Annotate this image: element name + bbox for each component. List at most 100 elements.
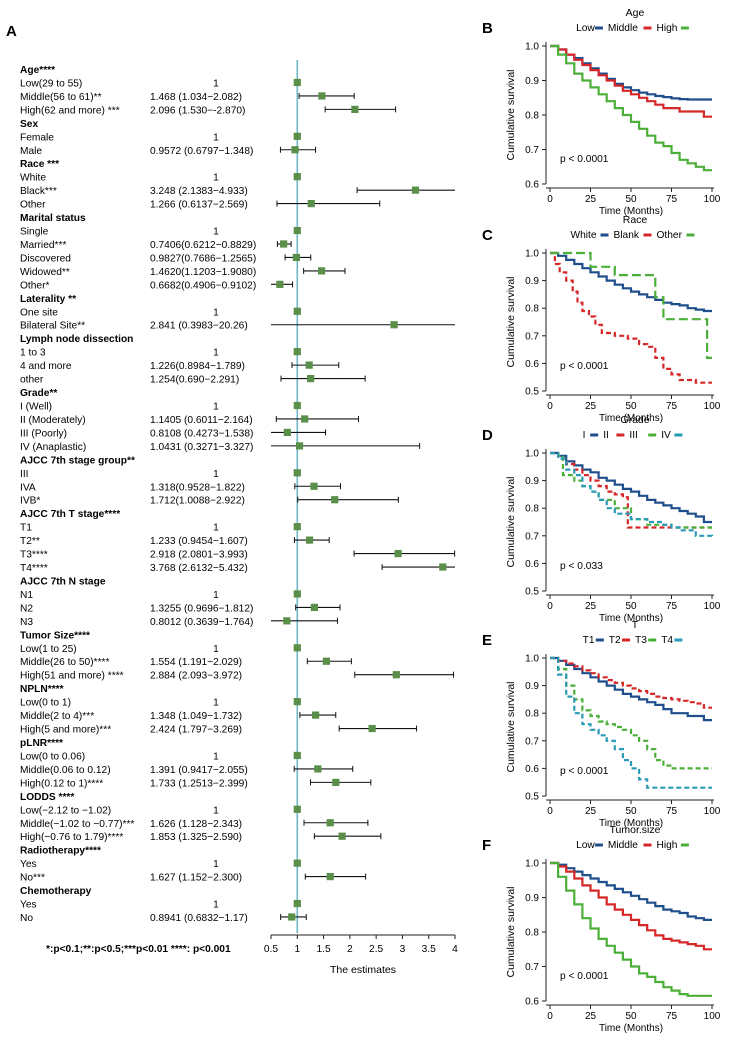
- y-tick-label: 0.6: [525, 180, 539, 191]
- estimate-marker: [311, 711, 320, 719]
- row-header: Age****: [20, 65, 55, 76]
- x-tick-label: 1: [294, 944, 300, 955]
- estimate-marker: [307, 374, 315, 383]
- x-tick-label: 2.5: [369, 944, 383, 955]
- legend-label: White: [571, 230, 597, 241]
- x-tick-label: 0: [547, 1011, 553, 1022]
- estimate-marker: [307, 200, 315, 208]
- y-tick-label: 0.9: [525, 276, 539, 287]
- y-tick-label: 0.8: [525, 928, 539, 939]
- row-label: 1 to 3: [20, 348, 46, 359]
- row-label: High(5 and more)***: [20, 725, 111, 736]
- row-label: II (Moderately): [20, 415, 86, 426]
- km-panel-b: B Age Low Middle High 0.6 0.7 0.8 0.9 1.0 0 25 50 75 1…: [482, 7, 721, 217]
- x-axis-title: Time (Months): [599, 206, 663, 217]
- survival-curve-white: [550, 251, 712, 313]
- forest-plot: A Age**** Low(29 to 55) 1 Middle(56 to 61)**…: [6, 23, 458, 976]
- row-label: Discovered: [20, 253, 71, 264]
- panel-label: D: [482, 427, 493, 444]
- legend-label: II: [603, 430, 609, 441]
- y-tick-label: 0.6: [525, 764, 539, 775]
- row-label: High(0.12 to 1)****: [20, 778, 103, 789]
- x-tick-label: 50: [625, 194, 637, 205]
- survival-curve-middle: [550, 861, 712, 951]
- x-axis-title: Time (Months): [599, 1023, 663, 1034]
- km-panel-e: E T T1 T2 T3 T4 0.5 0.6 0.7 0.8 0.9 1.0 0 25 50 75 100 Ti…: [482, 619, 721, 829]
- row-estimate: 1.348 (1.049−1.732): [150, 711, 242, 722]
- x-tick-label: 25: [585, 194, 597, 205]
- x-axis-title: Time (Months): [599, 613, 663, 624]
- row-estimate: 1.853 (1.325−2.590): [150, 832, 242, 843]
- row-estimate: 1: [213, 348, 219, 359]
- survival-curve-blank: [550, 251, 712, 384]
- panel-title: Age: [626, 7, 645, 19]
- y-tick-label: 0.6: [525, 559, 539, 570]
- estimate-marker: [283, 428, 291, 437]
- row-label: No***: [20, 873, 45, 884]
- x-tick-label: 75: [666, 401, 678, 412]
- row-header: AJCC 7th N stage: [20, 576, 106, 587]
- row-label: Low(0 to 0.06): [20, 751, 85, 762]
- survival-curve-t4: [550, 656, 712, 789]
- row-label: N3: [20, 617, 33, 628]
- row-header: AJCC 7th stage group**: [20, 455, 135, 466]
- survival-curve-t2: [550, 656, 712, 709]
- row-estimate: 3.768 (2.6132−5.432): [150, 563, 248, 574]
- row-estimate: 1: [213, 307, 219, 318]
- legend-label: T3: [635, 635, 647, 646]
- y-tick-label: 0.5: [525, 792, 539, 803]
- estimate-marker: [276, 280, 284, 288]
- y-tick-label: 0.9: [525, 893, 539, 904]
- estimate-marker: [394, 549, 402, 558]
- row-estimate: 0.8941 (0.6832−1.17): [150, 913, 248, 924]
- estimate-marker: [280, 240, 288, 248]
- survival-curve-other: [550, 251, 712, 359]
- row-estimate: 1.226(0.8984−1.789): [150, 361, 245, 372]
- row-label: other: [20, 375, 44, 386]
- y-tick-label: 0.7: [525, 736, 539, 747]
- survival-curve-iv: [550, 451, 714, 539]
- row-estimate: 1: [213, 173, 219, 184]
- estimate-marker: [293, 307, 301, 315]
- x-tick-label: 100: [704, 601, 721, 612]
- row-estimate: 1.733 (1.2513−2.399): [150, 778, 248, 789]
- legend-label: IV: [661, 430, 671, 441]
- row-estimate: 1: [213, 132, 219, 143]
- row-label: Middle(2 to 4)***: [20, 711, 94, 722]
- estimate-marker: [293, 226, 301, 235]
- row-estimate: 1.712(1.0088−2.922): [150, 496, 245, 507]
- legend-label: Low: [576, 23, 595, 34]
- row-label: Middle(26 to 50)****: [20, 657, 110, 668]
- y-axis-title: Cumulative survival: [505, 476, 517, 567]
- row-header: LODDS ****: [20, 792, 74, 803]
- estimate-marker: [310, 603, 318, 611]
- estimate-marker: [351, 105, 359, 113]
- row-label: Black***: [20, 186, 57, 197]
- p-value: p < 0.0001: [560, 361, 609, 372]
- row-label: Middle(0.06 to 0.12): [20, 765, 111, 776]
- row-label: One site: [20, 307, 58, 318]
- row-label: High(62 and more) ***: [20, 105, 120, 116]
- row-header: Tumor Size****: [20, 630, 90, 641]
- y-tick-label: 1.0: [525, 249, 539, 260]
- km-panel-c: C Race White Blank Other 0.5 0.6 0.7 0.8 0.9 1.0 0 2…: [482, 214, 721, 424]
- survival-curve-low: [550, 44, 712, 101]
- row-label: Middle(−1.02 to −0.77)***: [20, 819, 134, 830]
- estimate-marker: [390, 321, 398, 329]
- y-tick-label: 0.6: [525, 359, 539, 370]
- x-tick-label: 50: [625, 806, 637, 817]
- estimate-marker: [314, 765, 322, 773]
- survival-curve-i: [550, 451, 712, 524]
- x-axis-title: Time (Months): [599, 818, 663, 829]
- x-tick-label: 25: [585, 806, 597, 817]
- row-estimate: 1.554 (1.191−2.029): [150, 657, 242, 668]
- row-estimate: 1: [213, 590, 219, 601]
- x-tick-label: 75: [666, 1011, 678, 1022]
- row-label: I (Well): [20, 402, 52, 413]
- row-label: Single: [20, 227, 49, 238]
- row-label: T3****: [20, 550, 48, 561]
- row-estimate: 1: [213, 227, 219, 238]
- row-estimate: 1.468 (1.034−2.082): [150, 92, 242, 103]
- survival-curve-middle: [550, 44, 712, 118]
- x-tick-label: 100: [704, 806, 721, 817]
